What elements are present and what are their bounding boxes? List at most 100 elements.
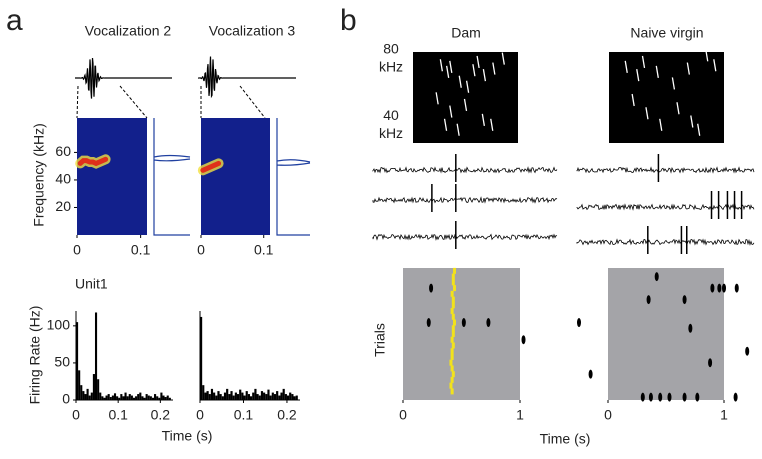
zoom-line bbox=[119, 85, 148, 119]
bar bbox=[82, 391, 85, 400]
bar bbox=[128, 394, 131, 400]
bar bbox=[120, 394, 123, 400]
bar bbox=[156, 396, 159, 400]
voltage-trace bbox=[372, 166, 558, 174]
bar bbox=[80, 385, 83, 400]
x-tick-label: 0 bbox=[196, 407, 204, 423]
call-streak bbox=[449, 60, 453, 73]
spike-mark bbox=[452, 285, 456, 292]
bar bbox=[143, 397, 146, 400]
call-streak bbox=[481, 113, 485, 126]
bar bbox=[162, 395, 165, 400]
call-streak bbox=[697, 123, 701, 136]
voltage-trace bbox=[576, 238, 755, 246]
plot-background bbox=[608, 268, 724, 400]
bar bbox=[92, 374, 95, 400]
call-streak bbox=[449, 105, 453, 118]
call-contour bbox=[200, 160, 222, 173]
bar bbox=[103, 397, 106, 400]
bar bbox=[219, 394, 222, 400]
x-tick-label: 0 bbox=[399, 407, 407, 423]
bar bbox=[282, 388, 285, 400]
bar bbox=[271, 392, 274, 400]
spectrum bbox=[153, 118, 191, 236]
plot-background bbox=[403, 268, 520, 400]
spike-mark bbox=[451, 325, 455, 332]
bar bbox=[239, 389, 242, 400]
spike-mark bbox=[450, 365, 454, 372]
bar bbox=[149, 396, 152, 400]
bar bbox=[126, 396, 129, 400]
bar bbox=[160, 392, 163, 400]
call-streak bbox=[465, 80, 470, 93]
call-streak bbox=[490, 118, 494, 131]
spike-mark bbox=[451, 296, 455, 303]
chart-title: Dam bbox=[451, 25, 481, 41]
spike-mark bbox=[450, 290, 454, 297]
call-streak bbox=[690, 115, 694, 128]
bar bbox=[202, 385, 205, 400]
decoration bbox=[74, 56, 311, 236]
bar bbox=[269, 395, 272, 400]
plot-background bbox=[77, 118, 147, 235]
y-tick-label: 60 bbox=[55, 143, 71, 159]
x-tick-label: 0 bbox=[72, 407, 80, 423]
y-axis-label: Frequency (kHz) bbox=[31, 123, 47, 226]
call-streak bbox=[636, 69, 640, 82]
bar bbox=[284, 394, 287, 400]
x-tick-label: 0.1 bbox=[108, 407, 128, 423]
y-axis-label: Firing Rate (Hz) bbox=[27, 306, 43, 405]
bar bbox=[241, 392, 244, 400]
bar bbox=[147, 395, 150, 400]
chart-title: Unit1 bbox=[75, 276, 108, 292]
call-streak bbox=[655, 65, 659, 78]
panel-label: a bbox=[6, 4, 23, 37]
spike-mark bbox=[450, 353, 454, 360]
bar bbox=[78, 370, 81, 400]
spike-mark bbox=[734, 283, 739, 293]
x-tick-label: 0 bbox=[197, 242, 205, 258]
spike-mark bbox=[450, 308, 454, 315]
spike-mark bbox=[708, 358, 713, 368]
y-tick-label: 80 kHz bbox=[379, 40, 403, 74]
bar bbox=[139, 392, 142, 400]
spike-mark bbox=[577, 318, 581, 328]
x-tick-label: 0.2 bbox=[277, 407, 297, 423]
spike-mark bbox=[451, 279, 455, 286]
bar bbox=[250, 396, 253, 400]
waveform bbox=[197, 56, 296, 99]
call-streak bbox=[659, 118, 663, 131]
voltage-trace bbox=[576, 166, 755, 174]
bar bbox=[158, 397, 161, 400]
call-streak bbox=[641, 55, 646, 69]
spike-mark bbox=[695, 392, 700, 402]
bar bbox=[260, 391, 264, 400]
plot-background bbox=[609, 52, 724, 143]
spike-mark bbox=[450, 336, 454, 343]
spike-mark bbox=[450, 348, 454, 355]
spike-mark bbox=[648, 392, 653, 402]
x-tick-label: 1 bbox=[720, 407, 728, 423]
spike-mark bbox=[667, 392, 672, 402]
spike-mark bbox=[733, 392, 738, 402]
spike-mark bbox=[486, 318, 491, 328]
waveform bbox=[74, 57, 172, 99]
call-streak bbox=[446, 65, 450, 78]
bar bbox=[208, 394, 211, 400]
bar bbox=[221, 396, 224, 400]
bar bbox=[141, 396, 144, 400]
bar bbox=[101, 396, 104, 400]
bar bbox=[217, 391, 220, 400]
x-tick-label: 0 bbox=[73, 242, 81, 258]
y-axis-label: Trials bbox=[372, 323, 388, 357]
spike-mark bbox=[654, 272, 659, 282]
bar bbox=[130, 395, 133, 400]
bar bbox=[226, 388, 229, 400]
call-streak bbox=[482, 69, 487, 82]
bar bbox=[88, 395, 91, 400]
spike-mark bbox=[451, 313, 455, 320]
x-tick-label: 0.1 bbox=[131, 242, 151, 258]
bar bbox=[135, 396, 138, 400]
y-tick-label: 40 bbox=[55, 171, 71, 187]
bar bbox=[265, 394, 268, 400]
